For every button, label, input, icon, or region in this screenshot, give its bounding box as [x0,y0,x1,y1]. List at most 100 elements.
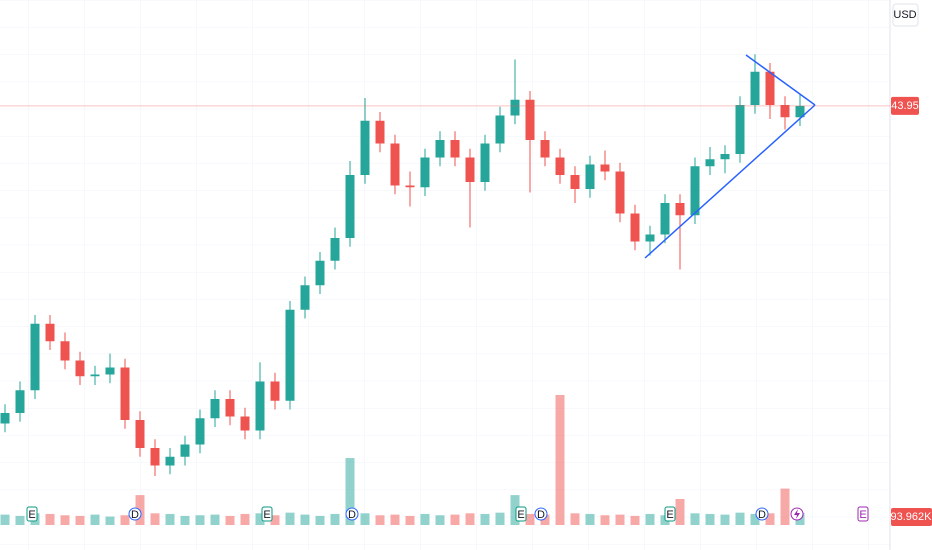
candle-body [165,456,175,466]
volume-bar [525,513,535,525]
candle-body [555,157,565,175]
volume-bar [645,513,655,525]
volume-bar [75,515,85,525]
candle-body [180,444,190,457]
candle-body [690,166,700,216]
volume-bar [690,513,700,525]
volume-bar [675,499,685,525]
candle-body [600,164,610,172]
volume-bar [210,514,220,525]
candle-body [480,143,490,182]
volume-bar [270,515,280,525]
event-marker [515,506,527,522]
candle-body [270,381,280,401]
candle-body [120,367,130,420]
volume-bar [570,513,580,525]
volume-bar [150,513,160,525]
candle-body [30,323,40,391]
volume-bar [45,513,55,525]
volume-bar [360,513,370,525]
currency-label: USD [893,9,916,21]
volume-bar [375,515,385,525]
event-marker [534,507,548,521]
volume-bar [315,515,325,525]
volume-bar [390,514,400,525]
event-label: D [348,509,356,521]
volume-bar [555,395,565,525]
event-marker [345,507,359,521]
candle-body [465,157,475,182]
event-marker [664,506,676,522]
event-label: E [666,509,673,521]
volume-bar [765,513,775,525]
candle-body [435,140,445,158]
volume-bar [600,515,610,525]
volume-bar [120,515,130,525]
candle-body [525,99,535,140]
trendline-lower [644,104,816,259]
volume-bar [300,514,310,525]
volume-bar [225,515,235,525]
candle-body [105,367,115,375]
volume-bar [330,513,340,525]
volume-bar [0,514,10,525]
volume-bar [450,514,460,525]
candle-body [420,157,430,188]
candle-body [15,390,25,413]
candle-body [540,140,550,158]
candle-body [90,374,100,377]
event-label: E [859,509,866,521]
event-label: E [28,509,35,521]
event-label: D [758,509,766,521]
candle-body [0,413,10,424]
volume-bar [510,495,520,525]
candle-body [405,185,415,188]
event-marker [261,506,273,522]
candle-body [570,175,580,189]
candle-body [330,238,340,261]
volume-bar [345,458,355,525]
candle-body [615,171,625,214]
currency-button[interactable] [892,3,919,27]
candle-body [75,360,85,377]
last-price-box [891,96,919,115]
volume-bar [630,515,640,525]
candle-body [780,105,790,118]
candle-body [735,105,745,154]
candle-body [660,203,670,235]
volume-bar [540,514,550,525]
volume-bar [60,515,70,525]
trendline-upper [745,54,816,106]
candle-body [45,323,55,342]
candle-body [300,285,310,310]
volume-box [891,508,932,526]
candle-body [60,341,70,361]
candle-body [315,260,325,286]
volume-bar [720,514,730,525]
candle-body [150,448,160,466]
event-marker [857,506,869,522]
volume-bar [435,515,445,525]
event-marker [26,506,38,522]
event-label: D [131,509,139,521]
candle-body [360,120,370,175]
volume-bar [735,512,745,525]
volume-bar [180,515,190,525]
candle-body [585,164,595,189]
event-marker [755,507,769,521]
event-label: D [537,509,545,521]
candle-body [510,99,520,116]
volume-bar [420,513,430,525]
candle-body [450,140,460,158]
candle-body [495,115,505,144]
volume-bar [105,516,115,525]
volume-bar [285,512,295,525]
event-marker [128,507,142,521]
candle-body [645,234,655,242]
candle-body [240,416,250,431]
volume-bar [480,513,490,525]
candle-body [135,420,145,448]
volume-bar [195,515,205,525]
candle-body [705,159,715,167]
